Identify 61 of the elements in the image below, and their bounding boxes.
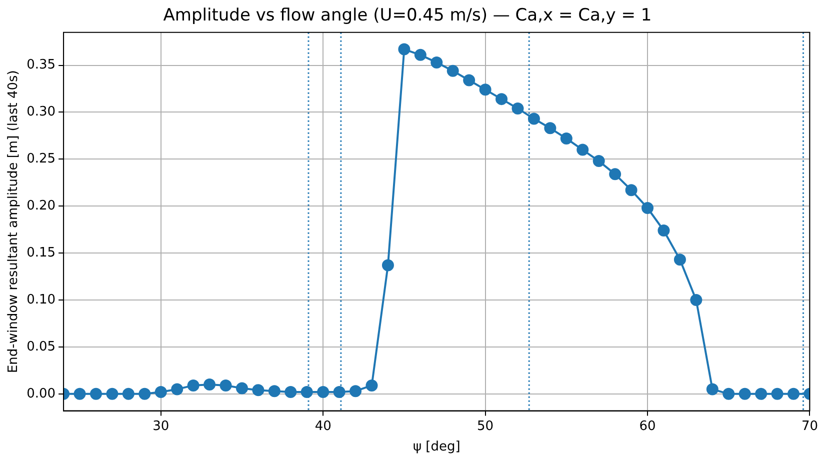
point <box>268 385 280 398</box>
chart-title: Amplitude vs flow angle (U=0.45 m/s) — Ca,x = Ca,y = 1 <box>163 6 652 26</box>
x-tick-label: 40 <box>314 418 332 434</box>
point <box>154 386 167 398</box>
point <box>642 202 654 214</box>
point <box>544 122 556 134</box>
x-axis-title: ψ [deg] <box>412 440 460 455</box>
point <box>788 388 800 400</box>
point <box>446 64 459 77</box>
y-tick-label: 0.20 <box>26 198 56 214</box>
y-tick-label: 0.00 <box>26 386 56 402</box>
point <box>755 388 768 400</box>
point <box>122 388 134 400</box>
point <box>74 388 86 400</box>
y-tick-label: 0.25 <box>26 152 56 167</box>
point <box>90 388 102 400</box>
y-axis-title: End-window resultant amplitude [m] (last 40s) <box>6 70 22 374</box>
point <box>512 102 524 114</box>
point <box>528 112 540 125</box>
point <box>496 93 508 106</box>
point <box>106 388 118 400</box>
point <box>382 259 394 272</box>
point <box>706 383 718 396</box>
point <box>560 132 572 144</box>
point <box>284 386 297 398</box>
point <box>236 382 248 394</box>
point <box>366 379 378 392</box>
y-tick-label: 0.30 <box>26 104 56 120</box>
point <box>771 388 784 400</box>
point <box>414 48 426 61</box>
y-tick-label: 0.05 <box>26 339 56 354</box>
point <box>204 378 216 391</box>
point <box>690 294 702 306</box>
point <box>430 56 443 68</box>
point <box>333 386 346 398</box>
point <box>722 388 735 400</box>
point <box>625 184 638 196</box>
y-tick-label: 0.10 <box>26 292 56 308</box>
point <box>187 379 200 392</box>
point <box>350 385 362 398</box>
y-tick-label: 0.15 <box>26 245 56 260</box>
point <box>252 384 264 396</box>
point <box>220 379 232 392</box>
point <box>674 254 686 266</box>
x-tick-label: 70 <box>801 418 818 434</box>
point <box>576 144 589 156</box>
point <box>171 383 184 396</box>
y-tick-label: 0.35 <box>26 58 56 73</box>
point <box>317 386 330 398</box>
point <box>300 386 313 398</box>
point <box>738 388 751 400</box>
point <box>138 388 151 400</box>
point <box>479 84 492 96</box>
point <box>398 43 410 56</box>
point <box>463 74 476 86</box>
x-tick-label: 60 <box>639 418 656 434</box>
x-tick-label: 50 <box>477 418 494 434</box>
point <box>658 224 670 237</box>
x-tick-label: 30 <box>152 418 170 434</box>
point <box>592 155 605 168</box>
point <box>609 168 622 180</box>
